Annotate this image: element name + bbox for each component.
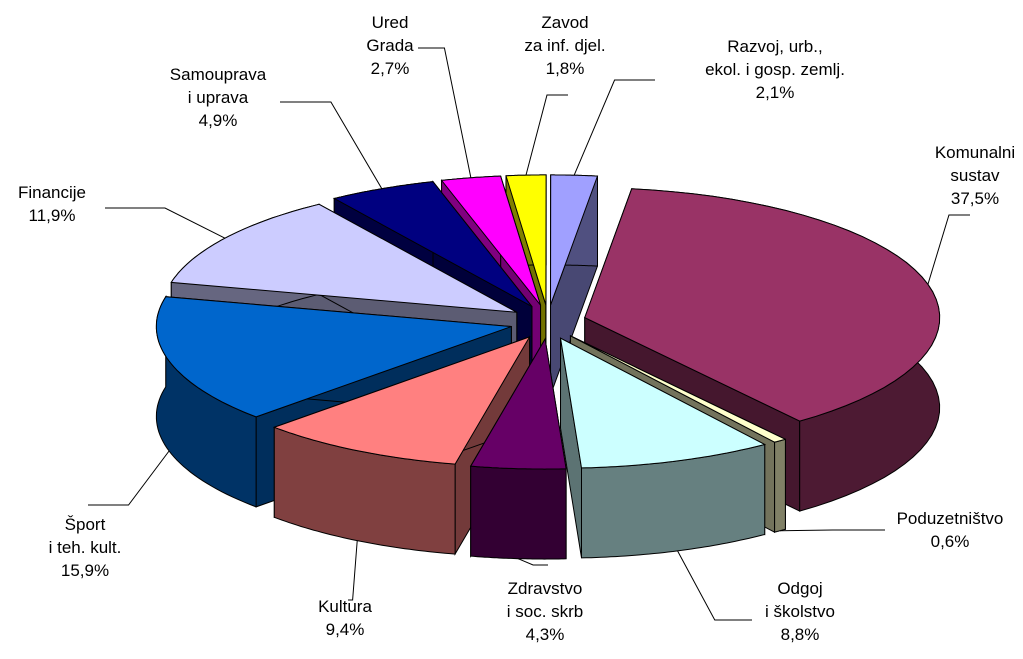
slice-label: Samouprava i uprava	[170, 65, 267, 107]
leader-line	[525, 94, 568, 176]
leader-line	[927, 214, 970, 285]
slice-label: Ured Grada	[366, 13, 414, 55]
slice-wall	[774, 438, 786, 534]
leader-line	[280, 101, 383, 189]
slice-label: Razvoj, urb., ekol. i gosp. zemlj.	[705, 37, 845, 79]
value-label: 9,4%	[326, 620, 365, 639]
value-label: 2,7%	[371, 59, 410, 78]
slice-label: Poduzetništvo	[897, 509, 1004, 528]
leader-line	[418, 47, 472, 178]
value-label: 1,8%	[546, 59, 585, 78]
leader-line	[348, 540, 358, 601]
slice-label: Zdravstvo i soc. skrb	[507, 579, 584, 621]
value-label: 0,6%	[931, 532, 970, 551]
value-label: 11,9%	[29, 206, 76, 225]
leader-line	[780, 529, 885, 532]
slice-label: Komunalni sustav	[935, 143, 1015, 185]
slice-label: Financije	[18, 183, 86, 202]
value-label: 37,5%	[951, 189, 999, 208]
leader-line	[517, 558, 548, 566]
value-label: 2,1%	[756, 83, 795, 102]
leader-line	[88, 450, 170, 506]
slice-top	[170, 203, 518, 313]
slice-wall	[470, 465, 567, 560]
leader-line	[573, 79, 655, 176]
value-label: 15,9%	[61, 561, 109, 580]
leader-line	[677, 550, 752, 621]
slice-top	[559, 337, 767, 469]
slice-label: Kultura	[318, 597, 372, 616]
slice-top	[272, 336, 531, 465]
value-label: 8,8%	[781, 625, 820, 644]
slice-label: Zavod za inf. djel.	[524, 13, 605, 55]
slice-top	[570, 335, 786, 443]
leader-line	[105, 207, 226, 239]
slice-label: Šport i teh. kult.	[49, 515, 122, 557]
value-label: 4,9%	[199, 111, 238, 130]
slice-label: Odgoj i školstvo	[765, 579, 835, 621]
slice-top	[440, 175, 542, 306]
slice-top	[155, 296, 512, 418]
value-label: 4,3%	[526, 625, 565, 644]
slice	[559, 337, 767, 559]
slice-top	[469, 337, 567, 470]
slice	[469, 337, 567, 560]
